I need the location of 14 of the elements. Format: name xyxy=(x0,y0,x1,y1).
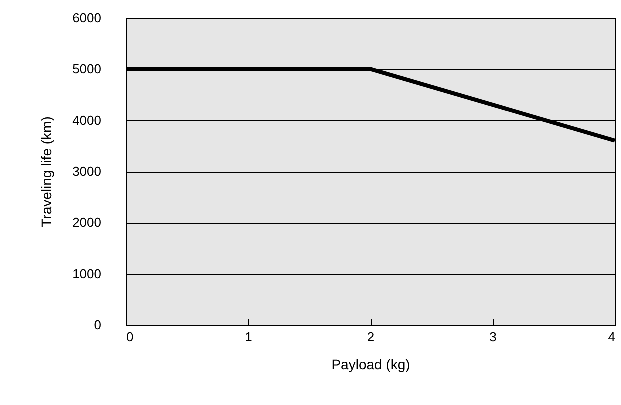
y-tick-label: 4000 xyxy=(72,112,102,128)
x-tick-label: 1 xyxy=(245,330,252,344)
y-tick-label: 2000 xyxy=(72,215,102,230)
y-tick-label: 0 xyxy=(94,318,102,332)
x-tick-label: 0 xyxy=(126,330,134,344)
x-tick-label: 2 xyxy=(367,330,375,344)
x-axis-title: Payload (kg) xyxy=(332,356,410,372)
y-tick-label: 3000 xyxy=(72,164,102,179)
y-tick-label: 5000 xyxy=(72,62,102,77)
y-tick-label: 1000 xyxy=(72,266,102,282)
y-axis-title: Traveling life (km) xyxy=(38,116,55,228)
x-tick-label: 3 xyxy=(490,330,497,344)
y-tick-label: 6000 xyxy=(72,10,102,26)
x-tick-label: 4 xyxy=(608,330,616,344)
